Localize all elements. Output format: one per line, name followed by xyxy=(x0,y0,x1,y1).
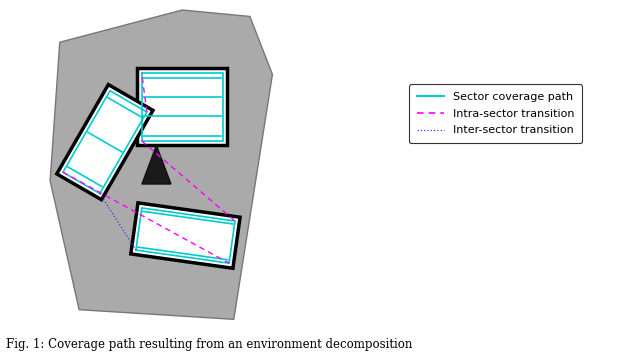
Legend: Sector coverage path, Intra-sector transition, Inter-sector transition: Sector coverage path, Intra-sector trans… xyxy=(409,84,582,143)
Polygon shape xyxy=(50,10,273,319)
Text: Fig. 1: Coverage path resulting from an environment decomposition: Fig. 1: Coverage path resulting from an … xyxy=(6,338,413,351)
Polygon shape xyxy=(137,68,227,145)
Polygon shape xyxy=(131,203,240,268)
Polygon shape xyxy=(57,84,153,200)
Polygon shape xyxy=(142,145,171,184)
